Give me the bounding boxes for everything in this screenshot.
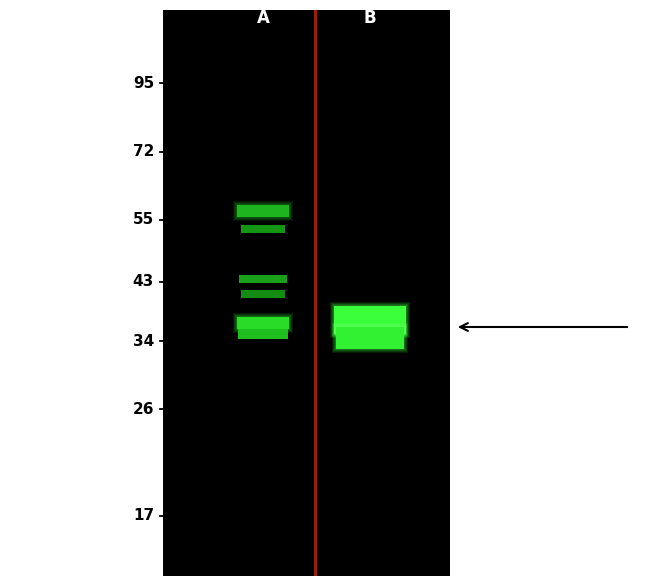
Text: 34: 34 [133, 333, 154, 349]
Text: 72: 72 [133, 145, 154, 159]
Text: 95: 95 [133, 76, 154, 90]
Text: B: B [364, 9, 376, 27]
Text: KDa: KDa [188, 11, 222, 26]
Text: 26: 26 [133, 401, 154, 417]
Text: 55: 55 [133, 213, 154, 227]
Text: 43: 43 [133, 274, 154, 289]
Text: 17: 17 [133, 509, 154, 523]
Text: A: A [257, 9, 270, 27]
